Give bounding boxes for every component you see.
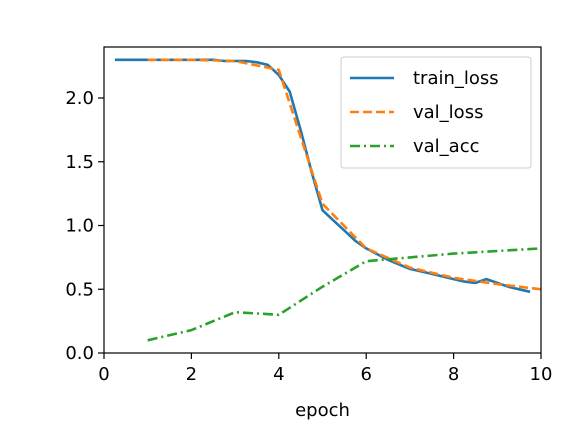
x-tick-label: 6 bbox=[360, 364, 371, 385]
y-tick-label: 1.5 bbox=[65, 152, 94, 173]
legend: train_loss val_loss val_acc bbox=[340, 56, 532, 169]
legend-label-val_acc: val_acc bbox=[413, 136, 480, 157]
y-tick-label: 0.0 bbox=[65, 343, 94, 364]
y-tick-label: 2.0 bbox=[65, 88, 94, 109]
y-ticks: 0.0 0.5 1.0 1.5 2.0 bbox=[65, 88, 104, 364]
series-line-val_acc bbox=[147, 247, 542, 342]
x-ticks: 0 2 4 6 8 10 bbox=[98, 353, 552, 385]
y-tick-label: 0.5 bbox=[65, 279, 94, 300]
x-tick-label: 4 bbox=[273, 364, 284, 385]
axes-frame bbox=[103, 46, 542, 354]
series-line-val_loss bbox=[147, 58, 542, 291]
legend-label-val_loss: val_loss bbox=[413, 102, 483, 123]
y-tick-label: 1.0 bbox=[65, 216, 94, 237]
x-tick-label: 10 bbox=[530, 364, 553, 385]
x-tick-label: 2 bbox=[186, 364, 197, 385]
series-layer bbox=[114, 58, 542, 342]
legend-box bbox=[340, 56, 532, 169]
x-tick-label: 8 bbox=[448, 364, 459, 385]
legend-label-train_loss: train_loss bbox=[413, 68, 499, 89]
x-axis-label: epoch bbox=[295, 400, 350, 421]
x-tick-label: 0 bbox=[98, 364, 109, 385]
